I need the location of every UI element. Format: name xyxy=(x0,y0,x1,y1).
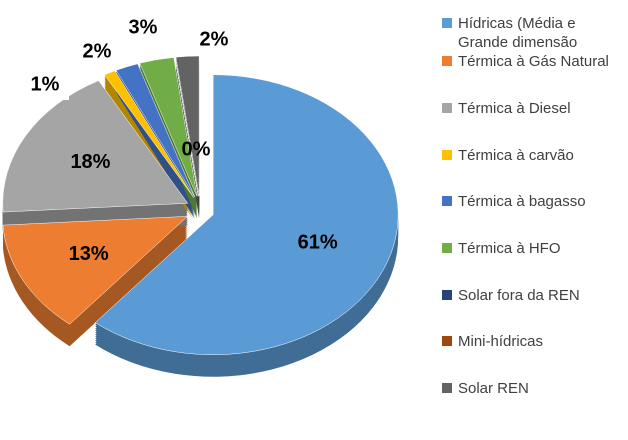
slice xyxy=(175,55,200,197)
legend-swatch xyxy=(442,196,452,206)
legend-item: Térmica à Gás Natural xyxy=(442,52,626,71)
legend-label: Térmica à Gás Natural xyxy=(458,53,609,70)
legend-label: Térmica à carvão xyxy=(458,147,574,164)
data-label: 18% xyxy=(70,151,110,173)
data-label: 13% xyxy=(69,243,109,265)
legend-swatch xyxy=(442,56,452,66)
slice xyxy=(2,80,189,213)
legend-label: Térmica à Diesel xyxy=(458,100,571,117)
label-box xyxy=(190,25,238,55)
legend-label: Hídricas (Média e Grande dimensão xyxy=(458,15,578,51)
legend-swatch xyxy=(442,150,452,160)
legend-item: Térmica à HFO xyxy=(442,239,626,258)
slice xyxy=(139,57,198,197)
legend-swatch xyxy=(442,336,452,346)
legend-item: Solar REN xyxy=(442,379,626,398)
data-label: 2% xyxy=(200,28,229,50)
legend-swatch xyxy=(442,243,452,253)
legend-swatch xyxy=(442,18,452,28)
legend-item: Hídricas (Média e Grande dimensão xyxy=(442,14,626,52)
slice xyxy=(94,74,399,355)
data-label: 0% xyxy=(182,138,211,160)
legend-swatch xyxy=(442,383,452,393)
legend-item: Térmica à carvão xyxy=(442,146,626,165)
slice xyxy=(2,216,189,325)
data-label: 1% xyxy=(31,73,60,95)
label-box xyxy=(73,37,121,67)
legend-item: Solar fora da REN xyxy=(442,286,626,305)
label-box xyxy=(21,70,69,100)
legend-item: Mini-hídricas xyxy=(442,332,626,351)
data-label: 2% xyxy=(83,40,112,62)
slice xyxy=(104,70,194,198)
legend-swatch xyxy=(442,103,452,113)
legend-label: Térmica à bagasso xyxy=(458,193,586,210)
legend-swatch xyxy=(442,290,452,300)
slice xyxy=(115,63,196,198)
legend-label: Solar REN xyxy=(458,380,529,397)
data-label: 61% xyxy=(298,231,338,253)
legend-label: Solar fora da REN xyxy=(458,287,580,304)
slice xyxy=(174,57,199,197)
pie-area: 61% 13% 18% 1% 2% 3% 0% 2% xyxy=(2,13,399,377)
data-label: 3% xyxy=(129,16,158,38)
legend-item: Térmica à Diesel xyxy=(442,99,626,118)
legend-label: Térmica à HFO xyxy=(458,240,561,257)
label-box xyxy=(119,13,167,43)
legend-item: Térmica à bagasso xyxy=(442,192,626,211)
legend-label: Mini-hídricas xyxy=(458,333,544,350)
